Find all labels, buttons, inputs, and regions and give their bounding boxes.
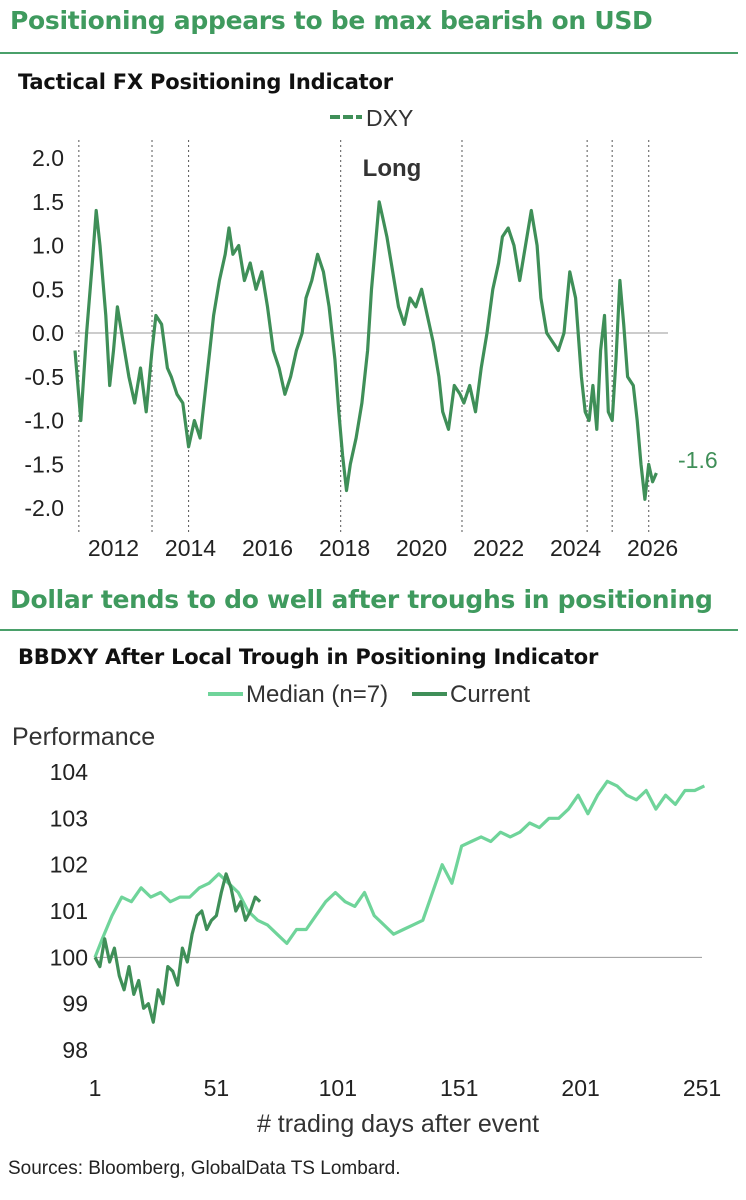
x-tick-label: 101 — [319, 1075, 357, 1101]
y-tick-label: -1.5 — [24, 451, 64, 477]
y-axis-label: Performance — [12, 723, 155, 751]
section2-divider — [0, 629, 738, 631]
x-tick-label: 2026 — [627, 535, 678, 561]
y-tick-label: 99 — [62, 991, 88, 1017]
x-tick-label: 2020 — [396, 535, 447, 561]
x-tick-label: 2016 — [242, 535, 293, 561]
x-tick-label: 2014 — [165, 535, 216, 561]
sources-note: Sources: Bloomberg, GlobalData TS Lombar… — [8, 1158, 401, 1179]
x-tick-label: 201 — [561, 1075, 599, 1101]
last-value-label: -1.6 — [678, 447, 718, 473]
x-tick-label: 1 — [89, 1075, 102, 1101]
current-line — [93, 872, 262, 1024]
y-tick-label: 0.5 — [32, 276, 64, 302]
y-tick-label: 100 — [50, 944, 88, 970]
y-tick-label: 1.0 — [32, 233, 64, 259]
x-tick-label: 151 — [440, 1075, 478, 1101]
x-tick-label: 51 — [204, 1075, 230, 1101]
section2-heading: Dollar tends to do well after troughs in… — [10, 585, 713, 614]
x-tick-label: 2024 — [550, 535, 601, 561]
y-tick-label: 102 — [50, 852, 88, 878]
positioning-indicator-chart: 2.0 1.5 1.0 0.5 0.0 -0.5 -1.0 -1.5 -2.0 2012 2014 2… — [24, 105, 718, 561]
y-tick-label: -2.0 — [24, 495, 64, 521]
x-tick-label: 2018 — [319, 535, 370, 561]
x-axis-label: # trading days after event — [257, 1110, 539, 1138]
dxy-line — [73, 200, 658, 501]
long-annotation: Long — [363, 155, 422, 182]
x-tick-label: 2012 — [88, 535, 139, 561]
chart1-title: Tactical FX Positioning Indicator — [18, 70, 393, 94]
y-tick-label: 0.0 — [32, 320, 64, 346]
y-tick-label: 101 — [50, 898, 88, 924]
x-tick-label: 251 — [683, 1075, 721, 1101]
y-tick-label: 2.0 — [32, 145, 64, 171]
y-tick-label: 98 — [62, 1037, 88, 1063]
y-tick-label: 1.5 — [32, 189, 64, 215]
section1-heading: Positioning appears to be max bearish on… — [10, 6, 653, 35]
legend-dxy-label: DXY — [366, 105, 413, 131]
legend-current-label: Current — [450, 681, 530, 708]
y-tick-label: -1.0 — [24, 408, 64, 434]
section1-divider — [0, 52, 738, 54]
y-tick-label: 103 — [50, 805, 88, 831]
chart2-title: BBDXY After Local Trough in Positioning … — [18, 645, 599, 669]
y-tick-label: -0.5 — [24, 364, 64, 390]
legend-median-label: Median (n=7) — [246, 681, 388, 708]
y-tick-label: 104 — [50, 759, 89, 785]
median-line — [93, 779, 706, 958]
x-tick-label: 2022 — [473, 535, 524, 561]
